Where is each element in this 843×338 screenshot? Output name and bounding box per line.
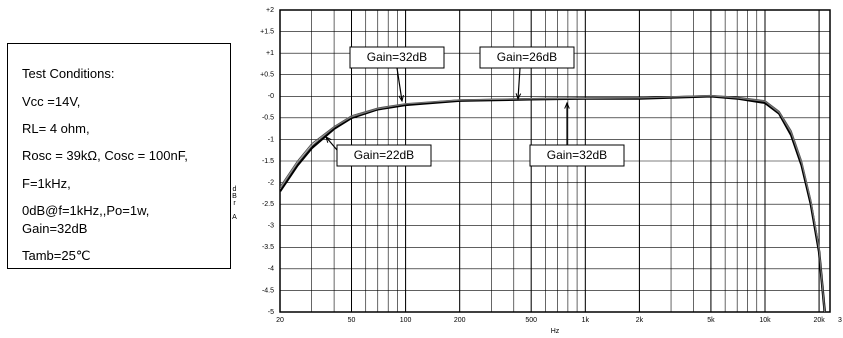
condition-line: F=1kHz, xyxy=(22,176,71,191)
y-tick-label: -1.5 xyxy=(262,158,274,165)
annotation-arrow xyxy=(325,136,338,151)
y-tick-label: -1 xyxy=(268,136,274,143)
arrow-head xyxy=(325,136,332,143)
x-tick-label: 50 xyxy=(348,317,356,324)
y-tick-label: -5 xyxy=(268,309,274,316)
y-tick-label: -2.5 xyxy=(262,201,274,208)
condition-line: 0dB@f=1kHz,,Po=1w, xyxy=(22,203,150,218)
response-curve xyxy=(280,94,826,312)
plot-border xyxy=(279,9,831,313)
x-tick-label: 5k xyxy=(707,317,715,324)
annotation-box xyxy=(336,144,432,167)
annotation-text: Gain=32dB xyxy=(547,148,607,162)
annotation-box xyxy=(349,46,445,69)
annotation-text: Gain=26dB xyxy=(497,50,557,64)
x-tick-label: 200 xyxy=(454,317,466,324)
annotation-box xyxy=(479,46,575,69)
x-tick-label: 20 xyxy=(276,317,284,324)
x-tick-label: 100 xyxy=(400,317,412,324)
x-tick-label: 3 xyxy=(838,317,842,324)
annotation-box xyxy=(529,144,625,167)
annotation-arrow xyxy=(517,67,521,100)
y-tick-label: -0.5 xyxy=(262,115,274,122)
response-curve xyxy=(280,95,826,312)
x-axis-label: Hz xyxy=(551,328,560,335)
annotation-text: Gain=32dB xyxy=(367,50,427,64)
x-tick-label: 2k xyxy=(636,317,644,324)
y-tick-label: -3.5 xyxy=(262,244,274,251)
annotation-text: Gain=22dB xyxy=(354,148,414,162)
condition-line: RL= 4 ohm, xyxy=(22,121,90,136)
y-axis-label: dBr A xyxy=(231,186,238,221)
condition-line: Test Conditions: xyxy=(22,66,115,81)
y-tick-label: -2 xyxy=(268,179,274,186)
arrow-head xyxy=(515,93,522,101)
y-tick-label: -0 xyxy=(268,93,274,100)
y-tick-label: +0.5 xyxy=(260,72,274,79)
y-tick-label: +1 xyxy=(266,50,274,57)
x-tick-label: 20k xyxy=(813,317,825,324)
condition-line: Gain=32dB xyxy=(22,221,88,236)
condition-line: Vcc =14V, xyxy=(22,94,81,109)
condition-line: Rosc = 39kΩ, Cosc = 100nF, xyxy=(22,148,188,163)
annotation-arrow xyxy=(396,67,403,102)
y-tick-label: -4.5 xyxy=(262,287,274,294)
y-tick-label: -3 xyxy=(268,223,274,230)
x-tick-label: 500 xyxy=(525,317,537,324)
y-tick-label: -4 xyxy=(268,266,274,273)
arrow-head xyxy=(564,101,570,109)
y-tick-label: +2 xyxy=(266,7,274,14)
test-conditions-box: Test Conditions: Vcc =14V, RL= 4 ohm, Rosc … xyxy=(7,43,231,269)
condition-line: Tamb=25℃ xyxy=(22,248,91,263)
x-tick-label: 10k xyxy=(759,317,771,324)
y-tick-label: +1.5 xyxy=(260,28,274,35)
x-tick-label: 1k xyxy=(582,317,590,324)
arrow-head xyxy=(398,95,404,103)
